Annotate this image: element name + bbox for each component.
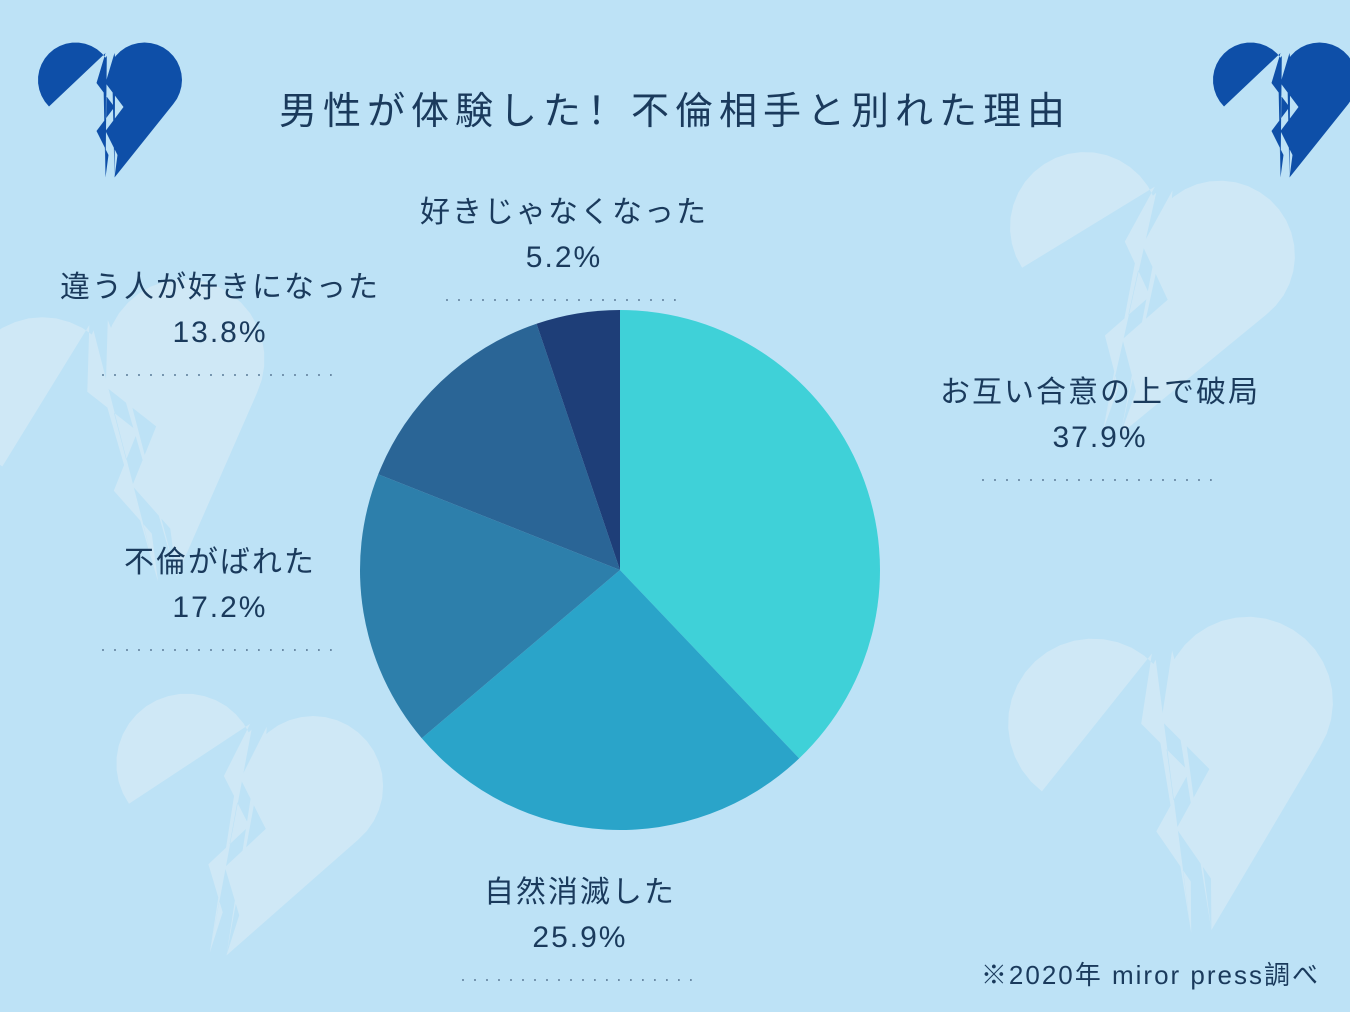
slice-label-text: 不倫がばれた	[100, 540, 340, 585]
slice-label: お互い合意の上で破局37.9% ····················	[940, 370, 1260, 493]
slice-label: 違う人が好きになった13.8% ····················	[60, 265, 380, 388]
slice-label-underline: ····················	[460, 966, 700, 993]
slice-label: 不倫がばれた17.2% ····················	[100, 540, 340, 663]
chart-title: 男性が体験した！不倫相手と別れた理由	[0, 80, 1350, 135]
slice-label: 好きじゃなくなった5.2% ····················	[420, 190, 708, 313]
slice-label-pct: 37.9%	[940, 415, 1260, 460]
slice-label-pct: 13.8%	[60, 310, 380, 355]
chart-canvas	[0, 0, 1350, 1012]
slice-label-text: 自然消滅した	[460, 870, 700, 915]
slice-label-text: 違う人が好きになった	[60, 265, 380, 310]
slice-label-text: 好きじゃなくなった	[420, 190, 708, 235]
slice-label-pct: 5.2%	[420, 235, 708, 280]
slice-label-underline: ····················	[60, 361, 380, 388]
slice-label: 自然消滅した25.9% ····················	[460, 870, 700, 993]
slice-label-pct: 25.9%	[460, 915, 700, 960]
footer-note: ※2020年 miror press調べ	[981, 955, 1320, 992]
slice-label-pct: 17.2%	[100, 585, 340, 630]
slice-label-underline: ····················	[100, 636, 340, 663]
slice-label-text: お互い合意の上で破局	[940, 370, 1260, 415]
slice-label-underline: ····················	[940, 466, 1260, 493]
slice-label-underline: ····················	[420, 286, 708, 313]
